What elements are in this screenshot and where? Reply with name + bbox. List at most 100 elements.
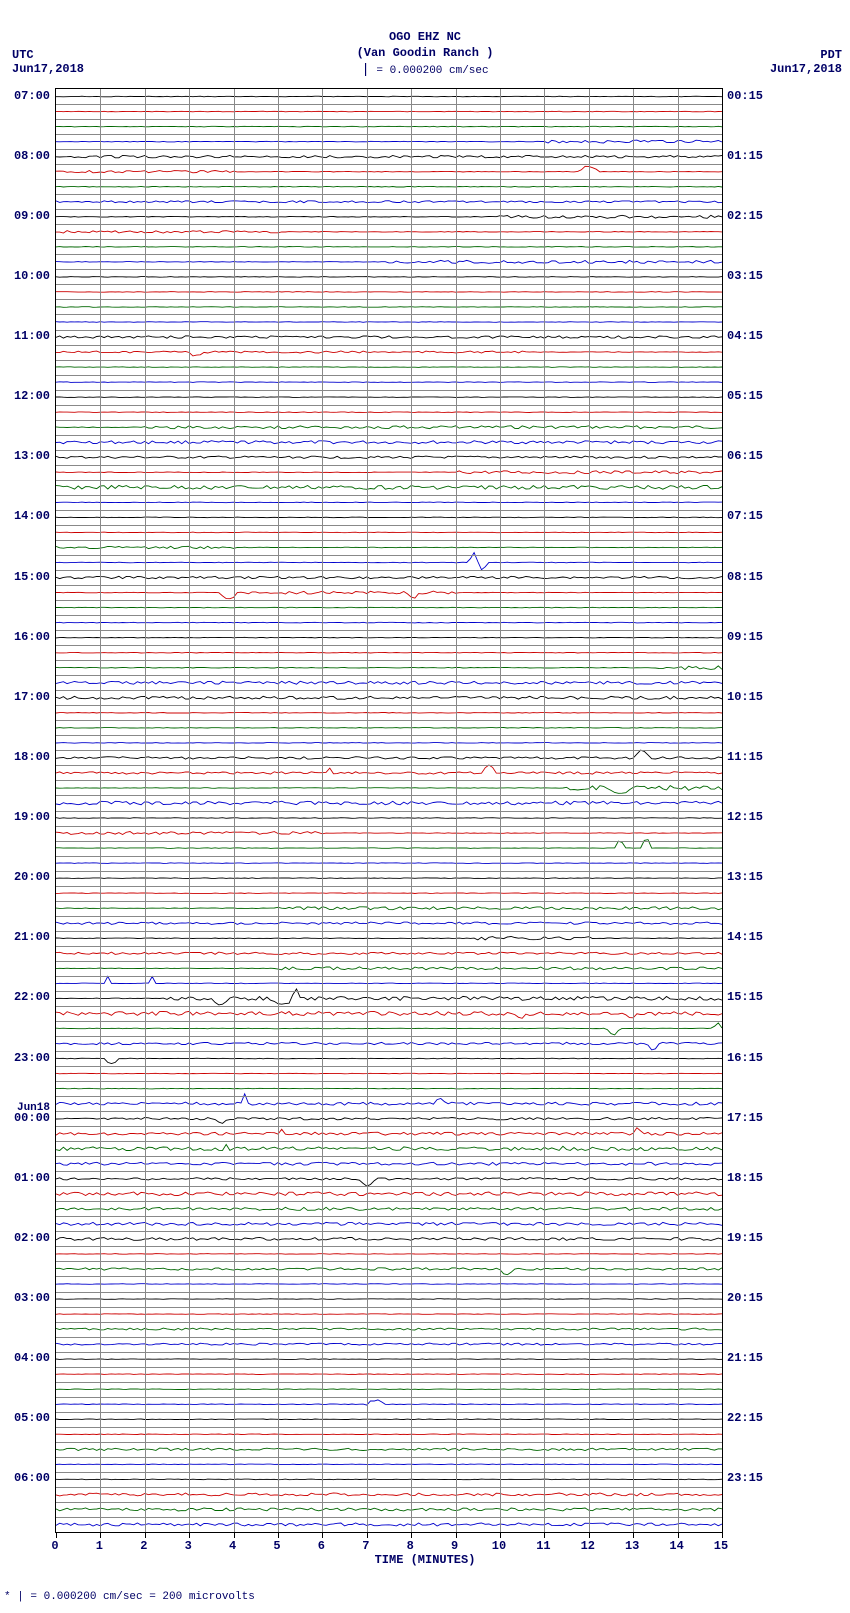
utc-hour-label: 21:00 [2,930,50,944]
x-tick-label: 14 [669,1539,683,1553]
pdt-hour-label: 07:15 [727,509,763,523]
utc-hour-label: 17:00 [2,690,50,704]
seismic-trace [56,1073,722,1074]
pdt-hour-label: 00:15 [727,89,763,103]
seismic-trace [56,166,722,173]
seismic-trace [56,622,722,623]
utc-hour-label: 20:00 [2,870,50,884]
pdt-hour-label: 03:15 [727,269,763,283]
seismic-trace [56,155,722,157]
seismic-trace [56,1328,722,1330]
x-tick-label: 12 [581,1539,595,1553]
seismogram-plot [55,88,723,1533]
x-tick-label: 13 [625,1539,639,1553]
seismic-trace [56,441,722,444]
seismic-trace [56,247,722,248]
utc-hour-label: 08:00 [2,149,50,163]
seismic-trace [56,367,722,368]
pdt-hour-label: 01:15 [727,149,763,163]
seismic-trace [56,322,722,323]
x-tick-label: 7 [362,1539,369,1553]
seismic-trace [56,546,722,548]
pdt-hour-label: 18:15 [727,1171,763,1185]
pdt-hour-label: 11:15 [727,750,763,764]
pdt-hour-label: 17:15 [727,1111,763,1125]
seismic-trace [56,307,722,308]
seismic-trace [56,382,722,383]
date-right: Jun17,2018 [770,62,842,76]
seismic-trace [56,922,722,924]
seismic-trace [56,292,722,293]
seismic-trace [56,140,722,143]
seismic-trace [56,743,722,744]
pdt-hour-label: 08:15 [727,570,763,584]
utc-hour-label: 18:00 [2,750,50,764]
x-tick-label: 5 [273,1539,280,1553]
x-tick-label: 11 [536,1539,550,1553]
x-tick-label: 10 [492,1539,506,1553]
x-tick-label: 15 [714,1539,728,1553]
seismic-trace [56,786,722,794]
pdt-hour-label: 14:15 [727,930,763,944]
utc-hour-label: 13:00 [2,449,50,463]
utc-hour-label: 22:00 [2,990,50,1004]
seismic-trace [56,1058,722,1063]
seismic-trace [56,502,722,503]
station-code: OGO EHZ NC [0,30,850,46]
seismic-trace [56,1192,722,1196]
seismic-trace [56,1178,722,1187]
pdt-hour-label: 15:15 [727,990,763,1004]
seismic-trace [56,1314,722,1315]
seismic-trace [56,96,722,97]
seismic-trace [56,1023,722,1035]
seismic-trace [56,111,722,112]
seismic-trace [56,1222,722,1225]
utc-hour-label: 11:00 [2,329,50,343]
seismic-trace [56,878,722,879]
seismic-trace [56,1207,722,1210]
seismic-trace [56,591,722,599]
seismic-trace [56,456,722,458]
date-marker: Jun18 [2,1102,50,1114]
utc-hour-label: 15:00 [2,570,50,584]
seismic-trace [56,937,722,940]
seismic-trace [56,186,722,187]
pdt-hour-label: 13:15 [727,870,763,884]
pdt-hour-label: 10:15 [727,690,763,704]
seismic-trace [56,696,722,699]
pdt-hour-label: 05:15 [727,389,763,403]
x-tick-label: 4 [229,1539,236,1553]
seismic-trace [56,1118,722,1124]
utc-hour-label: 09:00 [2,209,50,223]
seismic-trace [56,967,722,970]
seismic-trace [56,893,722,894]
pdt-hour-label: 22:15 [727,1411,763,1425]
seismic-trace [56,952,722,954]
pdt-hour-label: 21:15 [727,1351,763,1365]
seismic-trace [56,426,722,429]
seismic-trace [56,666,722,670]
seismic-trace [56,1448,722,1450]
seismic-trace [56,260,722,263]
utc-hour-label: 07:00 [2,89,50,103]
utc-hour-label: 01:00 [2,1171,50,1185]
x-tick-label: 9 [451,1539,458,1553]
seismic-trace [56,1434,722,1435]
seismic-trace [56,517,722,518]
seismic-trace [56,1400,722,1405]
seismic-trace [56,1237,722,1240]
x-axis-label: TIME (MINUTES) [375,1553,476,1567]
x-tick-label: 0 [51,1539,58,1553]
seismic-trace [56,1523,722,1526]
seismic-trace [56,576,722,578]
utc-hour-label: 04:00 [2,1351,50,1365]
seismic-trace [56,351,722,356]
scale-indicator: | = 0.000200 cm/sec [0,61,850,79]
x-tick-label: 6 [318,1539,325,1553]
utc-hour-label: 23:00 [2,1051,50,1065]
seismic-trace [56,1493,722,1496]
pdt-hour-label: 02:15 [727,209,763,223]
timezone-left: UTC [12,48,34,62]
seismic-trace [56,485,722,489]
seismic-trace [56,1254,722,1255]
